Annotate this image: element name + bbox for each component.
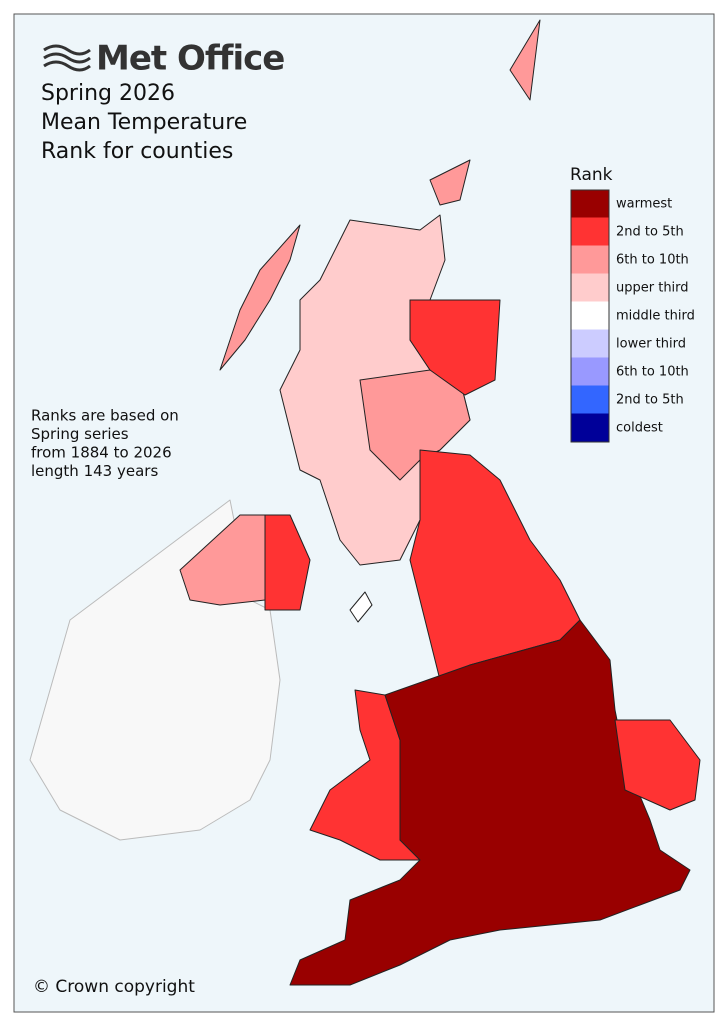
legend-label: 6th to 10th xyxy=(616,365,689,380)
island xyxy=(349,591,373,623)
legend-label: 2nd to 5th xyxy=(616,393,684,408)
legend-label: coldest xyxy=(616,421,663,436)
note-line: Ranks are based on xyxy=(31,407,179,425)
legend-swatch xyxy=(570,273,610,303)
note-line: Spring series xyxy=(31,425,129,443)
legend-swatch xyxy=(570,357,610,387)
legend-label: warmest xyxy=(616,197,672,212)
legend-border xyxy=(570,189,610,443)
legend-label: middle third xyxy=(616,309,695,324)
brand: Met Office xyxy=(96,39,284,79)
region xyxy=(614,719,701,811)
title-line: Spring 2026 xyxy=(41,81,175,106)
logo xyxy=(43,44,91,72)
legend-label: 2nd to 5th xyxy=(616,225,684,240)
legend-label: upper third xyxy=(616,281,689,296)
legend-swatch xyxy=(570,301,610,331)
legend-swatch xyxy=(570,413,610,443)
legend-swatch xyxy=(570,385,610,415)
legend-label: lower third xyxy=(616,337,686,352)
legend-swatch xyxy=(570,329,610,359)
region xyxy=(409,299,501,396)
legend-label: 6th to 10th xyxy=(616,253,689,268)
legend-swatch xyxy=(570,245,610,275)
note-line: length 143 years xyxy=(31,462,158,480)
legend-swatch xyxy=(570,189,610,219)
legend-swatch xyxy=(570,217,610,247)
island xyxy=(509,19,541,101)
copyright: © Crown copyright xyxy=(33,977,195,997)
island xyxy=(429,159,471,206)
legend-title: Rank xyxy=(570,165,613,185)
title-line: Rank for counties xyxy=(41,139,233,164)
title-line: Mean Temperature xyxy=(41,110,247,135)
region xyxy=(264,514,311,611)
region xyxy=(289,619,691,986)
note-line: from 1884 to 2026 xyxy=(31,444,172,462)
island xyxy=(219,224,301,371)
